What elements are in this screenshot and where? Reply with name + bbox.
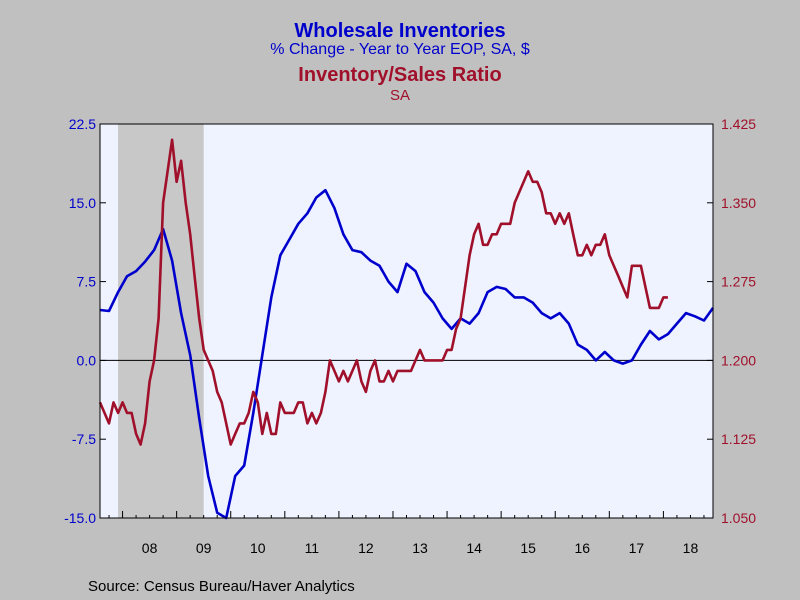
x-tick-label: 15 [520,540,536,556]
chart-subtitle-right: SA [389,87,410,104]
x-tick-label: 13 [412,540,428,556]
y-tick-label-right: 1.425 [721,116,756,132]
y-tick-label-left: 7.5 [77,274,97,290]
y-tick-label-right: 1.200 [721,352,756,368]
y-tick-label-right: 1.050 [721,510,756,526]
series-line-wholesale-inventories [99,188,715,520]
y-tick-label-left: -15.0 [64,510,96,526]
y-tick-label-right: 1.125 [721,431,756,447]
y-tick-label-left: 15.0 [69,195,96,211]
y-tick-label-right: 1.275 [721,274,756,290]
x-tick-label: 09 [196,540,212,556]
y-tick-label-right: 1.350 [721,195,756,211]
x-tick-label: 11 [305,540,320,556]
series-line-inventory-sales-ratio [98,138,668,446]
chart-subtitle-left: % Change - Year to Year EOP, SA, $ [270,41,530,58]
x-tick-label: 12 [358,540,374,556]
x-tick-label: 08 [142,540,158,556]
y-tick-label-left: 22.5 [69,116,96,132]
x-tick-label: 14 [466,540,482,556]
x-tick-label: 10 [250,540,266,556]
chart-title: Wholesale Inventories [294,20,506,42]
x-tick-label: 17 [629,540,645,556]
y-tick-label-left: 0.0 [77,352,97,368]
source-note: Source: Census Bureau/Haver Analytics [88,578,355,595]
x-tick-label: 16 [574,540,590,556]
x-tick-label: 18 [683,540,699,556]
y-tick-label-left: -7.5 [72,431,96,447]
recession-shading [118,124,204,518]
chart-title-right: Inventory/Sales Ratio [298,64,502,86]
